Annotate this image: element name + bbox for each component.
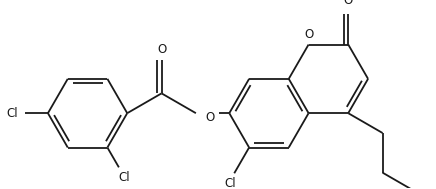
Text: Cl: Cl	[7, 107, 18, 120]
Text: O: O	[344, 0, 353, 7]
Text: O: O	[205, 111, 215, 124]
Text: Cl: Cl	[224, 177, 236, 189]
Text: O: O	[157, 43, 166, 56]
Text: O: O	[304, 28, 313, 41]
Text: Cl: Cl	[118, 171, 130, 184]
